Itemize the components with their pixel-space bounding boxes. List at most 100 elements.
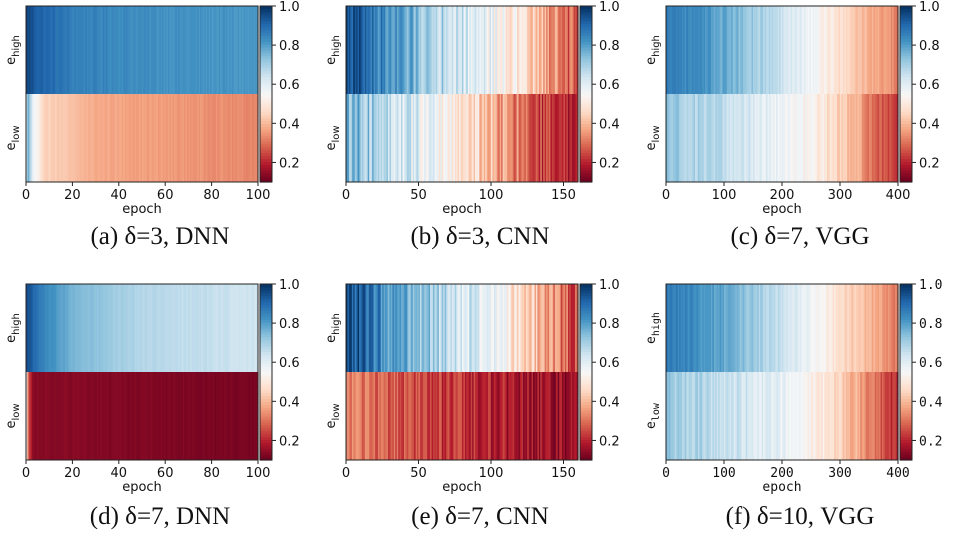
heatmap-cell <box>89 372 92 460</box>
heatmap-cell <box>252 372 255 460</box>
heatmap-cell <box>854 284 857 372</box>
heatmap-cell <box>537 284 540 372</box>
colorbar-segment <box>900 79 912 83</box>
heatmap-cell <box>78 94 81 182</box>
heatmap-cell <box>207 6 210 94</box>
heatmap-cell <box>719 94 722 182</box>
heatmap-cell <box>422 284 425 372</box>
heatmap-cell <box>729 6 732 94</box>
heatmap-cell <box>674 6 677 94</box>
colorbar-segment <box>260 366 272 370</box>
heatmap-cell <box>218 94 221 182</box>
heatmap-cell <box>695 94 698 182</box>
heatmap-cell <box>559 372 562 460</box>
colorbar-segment <box>580 146 592 151</box>
heatmap-cell <box>430 284 433 372</box>
heatmap-cell <box>855 6 858 94</box>
heatmap-cell <box>667 372 670 460</box>
heatmap-cell <box>86 372 89 460</box>
heatmap-cell <box>811 6 814 94</box>
heatmap-cell <box>356 284 359 372</box>
heatmap-cell <box>55 284 58 372</box>
heatmap-cell <box>386 372 389 460</box>
heatmap-cell <box>185 94 188 182</box>
heatmap-cell <box>845 372 848 460</box>
heatmap-cell <box>479 284 482 372</box>
heatmap-cell <box>41 284 44 372</box>
colorbar-segment <box>900 96 912 101</box>
heatmap-cell <box>78 6 81 94</box>
heatmap-cell <box>201 94 204 182</box>
x-tick-label: 20 <box>64 466 81 481</box>
heatmap-cell <box>76 372 79 460</box>
heatmap-cell <box>835 284 838 372</box>
heatmap-cell <box>864 6 867 94</box>
heatmap-cell <box>157 284 160 372</box>
heatmap-cell <box>360 284 363 372</box>
heatmap-cell <box>152 94 155 182</box>
colorbar-segment <box>580 366 592 370</box>
colorbar-segment <box>900 105 912 110</box>
heatmap-cell <box>884 6 887 94</box>
heatmap-cell <box>537 94 540 182</box>
heatmap-cell <box>776 372 779 460</box>
heatmap-cell <box>424 6 427 94</box>
heatmap-cell <box>373 6 376 94</box>
heatmap-cell <box>784 94 787 182</box>
heatmap-cell <box>551 6 554 94</box>
heatmap-cell <box>399 6 402 94</box>
heatmap-cell <box>473 6 476 94</box>
colorbar-tick-label: 0.4 <box>279 395 300 410</box>
heatmap-cell <box>470 94 473 182</box>
heatmap-cell <box>838 94 841 182</box>
colorbar-segment <box>580 158 592 163</box>
heatmap-cell <box>472 94 475 182</box>
heatmap-cell <box>134 6 137 94</box>
heatmap-cell <box>418 94 421 182</box>
heatmap-cell <box>796 6 799 94</box>
heatmap-cell <box>731 372 734 460</box>
heatmap-cell <box>683 94 686 182</box>
heatmap-cell <box>873 284 876 372</box>
colorbar-segment <box>580 102 592 107</box>
heatmap-cell <box>221 6 224 94</box>
heatmap-cell <box>126 284 129 372</box>
heatmap-cell <box>114 6 117 94</box>
heatmap-cell <box>708 372 711 460</box>
heatmap-chart-d: 0 20 40 60 80 100epochehighelow0.20.40.60.81.… <box>4 278 300 495</box>
heatmap-cell <box>159 372 162 460</box>
heatmap-cell <box>376 94 379 182</box>
heatmap-cell <box>469 6 472 94</box>
heatmap-cell <box>504 372 507 460</box>
heatmap-cell <box>176 94 179 182</box>
heatmap-cell <box>535 284 538 372</box>
heatmap-cell <box>864 372 867 460</box>
heatmap-cell <box>738 94 741 182</box>
colorbar-segment <box>580 88 592 92</box>
heatmap-cell <box>825 6 828 94</box>
heatmap-cell <box>434 284 437 372</box>
heatmap-cell <box>793 94 796 182</box>
colorbar-tick-label: 0.6 <box>599 356 620 371</box>
heatmap-cell <box>457 6 460 94</box>
heatmap-cell <box>65 6 68 94</box>
heatmap-cell <box>506 284 509 372</box>
heatmap-cell <box>244 372 247 460</box>
heatmap-cell <box>559 6 562 94</box>
heatmap-cell <box>94 372 97 460</box>
heatmap-cell <box>796 284 799 372</box>
colorbar-segment <box>900 336 912 341</box>
heatmap-cell <box>149 372 152 460</box>
heatmap-cell <box>178 372 181 460</box>
heatmap-cell <box>501 284 504 372</box>
heatmap-cell <box>409 372 412 460</box>
heatmap-cell <box>194 372 197 460</box>
heatmap-cell <box>786 284 789 372</box>
heatmap-cell <box>557 372 560 460</box>
heatmap-cell <box>41 94 44 182</box>
colorbar-segment <box>260 102 272 107</box>
heatmap-chart-f: 0 100 200 300 400epochehighelow0.20.40.60.81… <box>644 278 943 495</box>
heatmap-cell <box>803 372 806 460</box>
heatmap-cell <box>72 284 75 372</box>
heatmap-cell <box>573 6 576 94</box>
